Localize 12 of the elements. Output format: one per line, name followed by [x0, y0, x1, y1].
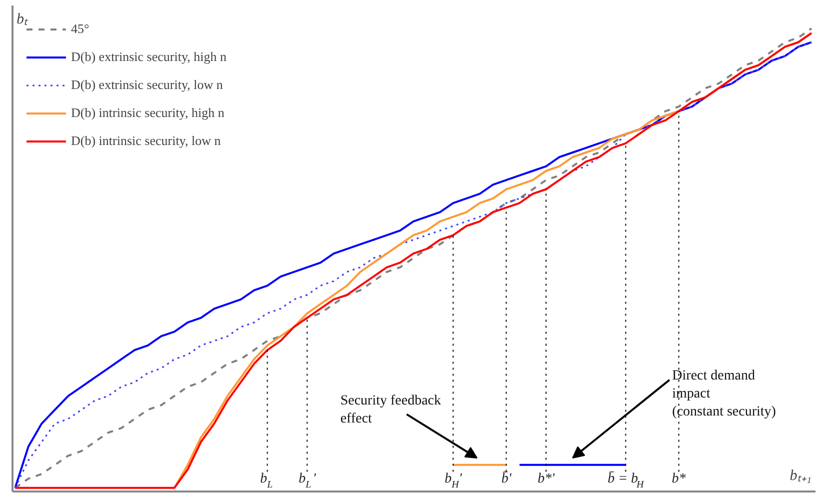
y-axis-title: bₜ	[16, 12, 29, 28]
annotation: Security feedback effect	[340, 394, 442, 427]
x-tick-label: b̄'	[501, 470, 512, 486]
legend-label: D(b) extrinsic security, low n	[71, 77, 223, 93]
legend-label: D(b) intrinsic security, low n	[71, 133, 221, 149]
x-tick-label: b*	[672, 472, 686, 486]
x-tick-label: b*'	[538, 472, 556, 486]
legend-label: D(b) extrinsic security, high n	[71, 49, 226, 65]
legend-label: 45°	[71, 21, 90, 37]
x-axis-title: bₜ₊₁	[790, 468, 812, 484]
annotation: Direct demand impact (constant security)	[672, 368, 776, 420]
legend-label: D(b) intrinsic security, high n	[71, 105, 224, 121]
